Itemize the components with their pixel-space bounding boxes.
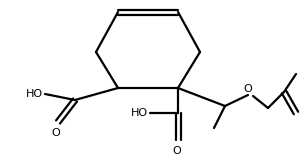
Text: O: O [244, 84, 252, 94]
Text: O: O [173, 146, 181, 156]
Text: HO: HO [131, 108, 148, 118]
Text: HO: HO [26, 89, 43, 99]
Text: O: O [52, 128, 60, 138]
